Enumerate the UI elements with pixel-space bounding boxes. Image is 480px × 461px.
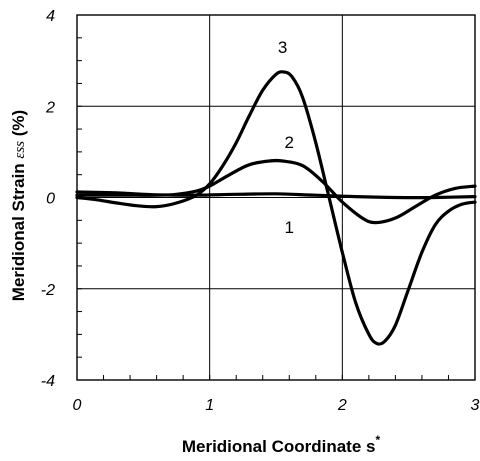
series-line-3 bbox=[75, 70, 477, 346]
y-axis-title-symbol: εss bbox=[12, 141, 28, 159]
series-line-2 bbox=[75, 158, 477, 225]
y-tick-label: 4 bbox=[46, 8, 55, 25]
x-tick-label: 2 bbox=[337, 397, 347, 414]
y-axis-title: Meridional Strain εss (%) bbox=[9, 110, 28, 301]
y-axis-title-text: Meridional Strain bbox=[9, 163, 28, 301]
x-tick-label: 1 bbox=[205, 397, 214, 414]
plot-area bbox=[75, 14, 477, 381]
x-axis-title-text: Meridional Coordinate s bbox=[182, 437, 376, 456]
plot-frame bbox=[76, 14, 476, 381]
x-axis-title: Meridional Coordinate s* bbox=[182, 433, 381, 456]
y-tick-label: 2 bbox=[45, 99, 55, 116]
tick-labels: 0 1 2 3 -4 -2 0 2 4 bbox=[41, 8, 480, 414]
x-tick-label: 0 bbox=[73, 397, 82, 414]
x-axis-title-superscript: * bbox=[375, 433, 380, 447]
y-tick-label: -4 bbox=[41, 373, 55, 390]
curve-label-2: 2 bbox=[285, 133, 294, 152]
y-tick-label: 0 bbox=[46, 191, 55, 208]
curve-labels: 1 2 3 bbox=[278, 38, 294, 237]
y-axis-title-unit: (%) bbox=[9, 110, 28, 136]
series-layer bbox=[75, 70, 477, 346]
curve-label-3: 3 bbox=[278, 38, 287, 57]
curve-label-1: 1 bbox=[285, 218, 294, 237]
y-tick-label: -2 bbox=[41, 282, 55, 299]
x-tick-label: 3 bbox=[471, 397, 480, 414]
